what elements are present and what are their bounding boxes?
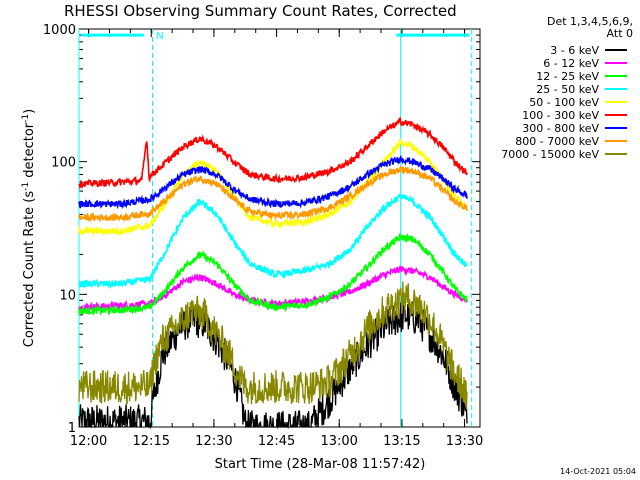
x-tick-label: 12:30	[195, 434, 232, 449]
legend-label: 100 - 300 keV	[522, 109, 599, 122]
x-tick-label: 13:00	[320, 434, 357, 449]
chart-title: RHESSI Observing Summary Count Rates, Co…	[64, 2, 457, 20]
x-tick-label: 13:30	[446, 434, 483, 449]
y-axis-label-part2: detector	[22, 122, 37, 182]
x-tick-label: 12:15	[133, 434, 170, 449]
legend-label: 300 - 800 keV	[522, 122, 599, 135]
x-tick-label: 12:00	[70, 434, 107, 449]
legend-label: 25 - 50 keV	[536, 83, 599, 96]
series-line-100-300-kev	[79, 119, 467, 187]
legend-label: 50 - 100 keV	[529, 96, 599, 109]
y-axis-label-sup2: -1	[21, 114, 31, 123]
plot-frame	[79, 29, 480, 427]
series-line-25-50-kev	[79, 194, 467, 287]
series-line-50-100-kev	[79, 140, 467, 234]
y-tick-label: 100	[51, 156, 76, 171]
x-tick-label: 12:45	[258, 434, 295, 449]
series-lines	[79, 119, 467, 427]
x-axis-label: Start Time (28-Mar-08 11:57:42)	[215, 457, 426, 472]
legend-label: 7000 - 15000 keV	[501, 148, 599, 161]
legend-label: 6 - 12 keV	[543, 57, 599, 70]
y-tick-label: 10	[59, 288, 76, 303]
legend-header-2: Att 0	[607, 27, 633, 40]
timestamp: 14-Oct-2021 05:04	[560, 467, 636, 476]
y-axis-label-sup1: -1	[21, 182, 31, 191]
legend-label: 800 - 7000 keV	[515, 135, 599, 148]
y-axis-label-part3: )	[22, 109, 37, 114]
series-line-800-7000-kev	[79, 166, 467, 220]
night-label: N	[156, 31, 163, 42]
legend-label: 12 - 25 keV	[536, 70, 599, 83]
x-tick-label: 13:15	[383, 434, 420, 449]
y-axis-label-part1: Corrected Count Rate (s	[22, 191, 37, 348]
legend-label: 3 - 6 keV	[550, 44, 599, 57]
y-axis-label: Corrected Count Rate (s-1 detector-1)	[21, 109, 37, 347]
series-line-3-6-kev	[79, 300, 467, 427]
axes	[79, 29, 480, 427]
y-tick-label: 1000	[43, 23, 76, 38]
